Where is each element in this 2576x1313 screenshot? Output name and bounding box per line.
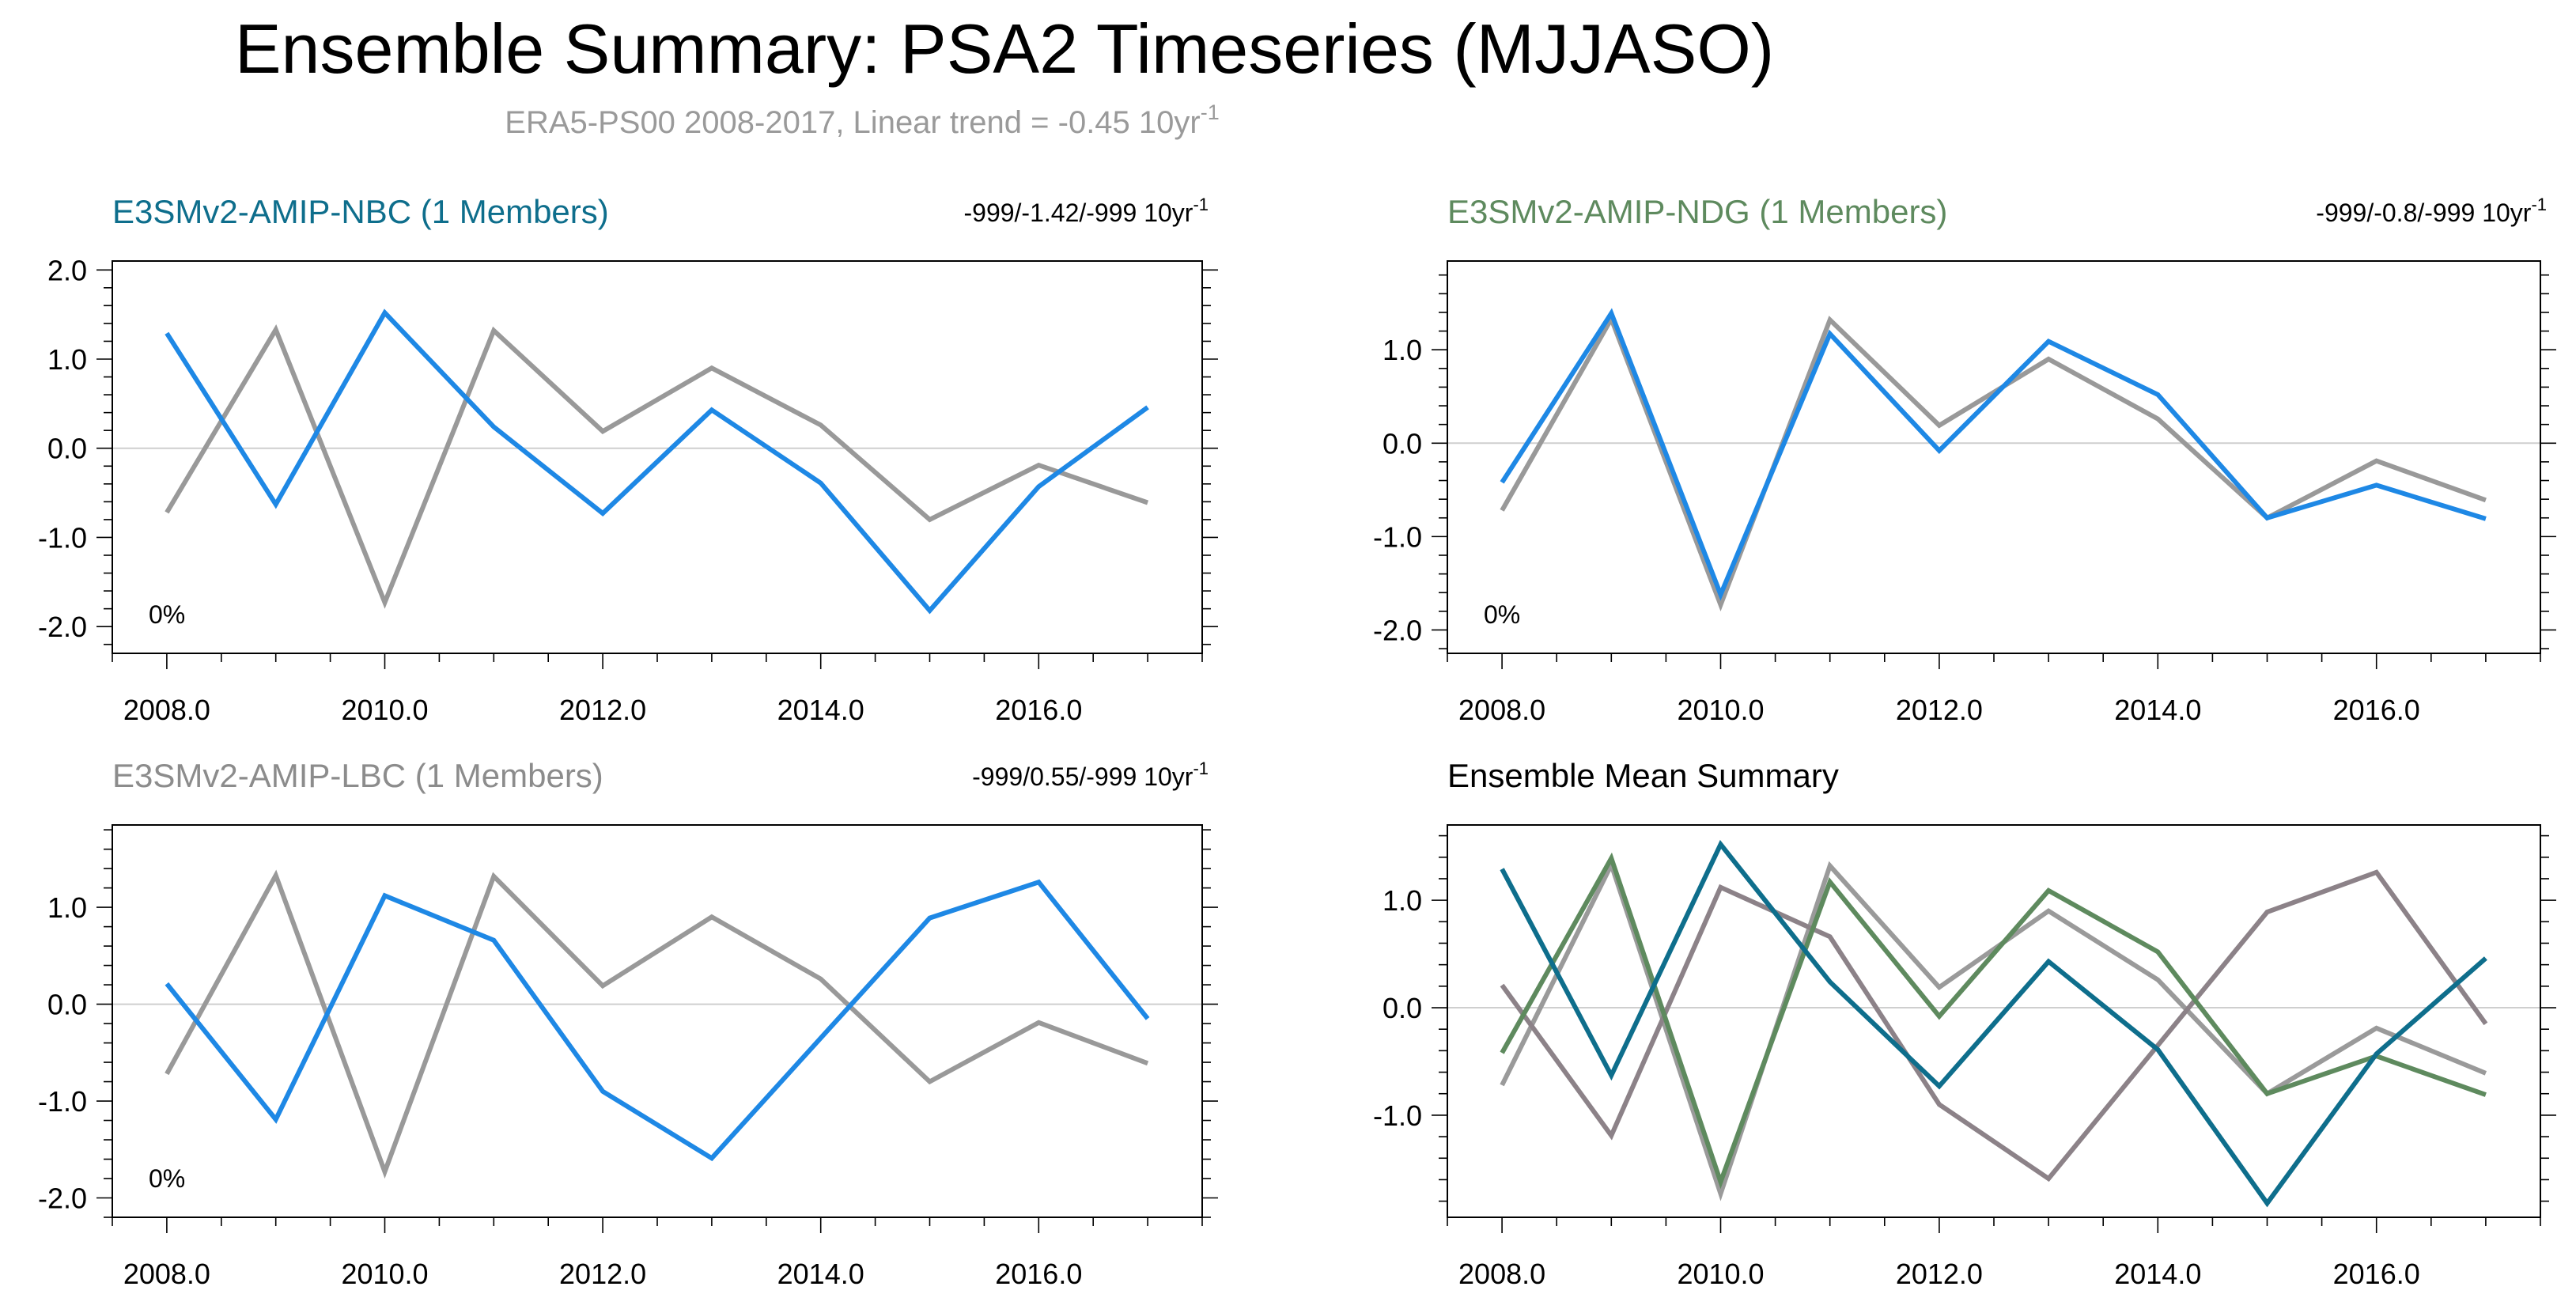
panel-ndg: -2.0 -1.0 0.0 1.0 2008.0 2010.0 2012.0 2014.0 20… [1373,193,2556,726]
percent-label: 0% [149,600,185,629]
panel-mean: -1.0 0.0 1.0 2008.0 2010.0 2012.0 2014.0 2016.0… [1373,757,2556,1290]
x-tick-label: 2016.0 [995,1258,1082,1290]
panel-title: E3SMv2-AMIP-LBC (1 Members) [112,757,603,794]
panel-nbc: -2.0 -1.0 0.0 1.0 2.0 2008.0 2010.0 2012.0 2014.… [38,193,1218,726]
series-line-e3smv2-amip-nbc [165,308,1149,615]
trend-label-exponent: -1 [2531,195,2547,214]
panel-lbc: -2.0 -1.0 0.0 1.0 2008.0 2010.0 2012.0 2014.0 20… [38,757,1218,1290]
x-tick-label: 2010.0 [1677,694,1764,726]
panel-title: E3SMv2-AMIP-NDG (1 Members) [1447,193,1947,230]
x-tick-label: 2012.0 [1896,1258,1983,1290]
series-line-e3smv2-amip-lbc [165,879,1150,1162]
y-tick-label: -1.0 [1373,520,1422,553]
series-line-era5-ps00 [1500,858,2487,1201]
y-tick-label: -2.0 [38,1182,87,1215]
x-tick-label: 2008.0 [123,1258,210,1290]
panel-title: Ensemble Mean Summary [1447,757,1839,794]
x-tick-label: 2012.0 [559,1258,646,1290]
y-tick-label: 1.0 [1383,334,1422,366]
figure-subtitle-exponent: -1 [1201,100,1220,124]
y-tick-label: 2.0 [47,254,87,286]
percent-label: 0% [1484,600,1520,629]
y-tick-label: 0.0 [47,433,87,465]
x-tick-label: 2016.0 [995,694,1082,726]
series-line-era5-ps00 [165,324,1149,609]
figure-subtitle: ERA5-PS00 2008-2017, Linear trend = -0.4… [505,100,1219,140]
y-tick-label: -2.0 [1373,614,1422,646]
y-tick-label: -2.0 [38,611,87,643]
y-tick-label: -1.0 [38,1085,87,1118]
y-tick-label: 1.0 [47,343,87,376]
y-tick-label: -1.0 [38,521,87,554]
trend-label: -999/0.55/-999 10yr-1 [972,759,1209,791]
y-tick-label: -1.0 [1373,1099,1422,1132]
plot-frame [112,260,1203,654]
trend-label-text: -999/-1.42/-999 10yr [963,199,1193,227]
trend-label: -999/-0.8/-999 10yr-1 [2316,195,2547,227]
trend-label: -999/-1.42/-999 10yr-1 [963,195,1209,227]
x-tick-label: 2014.0 [2114,1258,2201,1290]
series-line-e3smv2-amip-ndg [1500,308,2487,601]
series-line-e3smv2-amip-ndg [1500,852,2487,1190]
figure-subtitle-text: ERA5-PS00 2008-2017, Linear trend = -0.4… [505,105,1200,140]
x-tick-label: 2010.0 [341,694,428,726]
series-line-era5-ps00 [165,869,1149,1179]
y-tick-label: 0.0 [1383,992,1422,1024]
x-tick-label: 2014.0 [2114,694,2201,726]
trend-label-exponent: -1 [1193,195,1209,214]
trend-label-exponent: -1 [1193,759,1209,778]
panel-title: E3SMv2-AMIP-NBC (1 Members) [112,193,609,230]
x-tick-label: 2010.0 [341,1258,428,1290]
x-tick-label: 2008.0 [123,694,210,726]
series-line-era5-ps00 [1500,313,2487,611]
series-line-e3smv2-amip-lbc [1500,869,2488,1182]
x-tick-label: 2010.0 [1677,1258,1764,1290]
x-tick-label: 2016.0 [2333,694,2420,726]
x-tick-label: 2014.0 [777,1258,864,1290]
figure-title: Ensemble Summary: PSA2 Timeseries (MJJAS… [235,9,1774,88]
trend-label-text: -999/-0.8/-999 10yr [2316,199,2532,227]
y-tick-label: 0.0 [1383,427,1422,460]
x-tick-label: 2012.0 [1896,694,1983,726]
x-tick-label: 2014.0 [777,694,864,726]
x-tick-label: 2016.0 [2333,1258,2420,1290]
x-tick-label: 2012.0 [559,694,646,726]
trend-label-text: -999/0.55/-999 10yr [972,762,1193,791]
x-tick-label: 2008.0 [1458,694,1545,726]
series-line-e3smv2-amip-nbc [1500,839,2487,1208]
percent-label: 0% [149,1164,185,1193]
y-tick-label: 1.0 [47,891,87,924]
x-tick-label: 2008.0 [1458,1258,1545,1290]
y-tick-label: 1.0 [1383,884,1422,917]
y-tick-label: 0.0 [47,989,87,1021]
